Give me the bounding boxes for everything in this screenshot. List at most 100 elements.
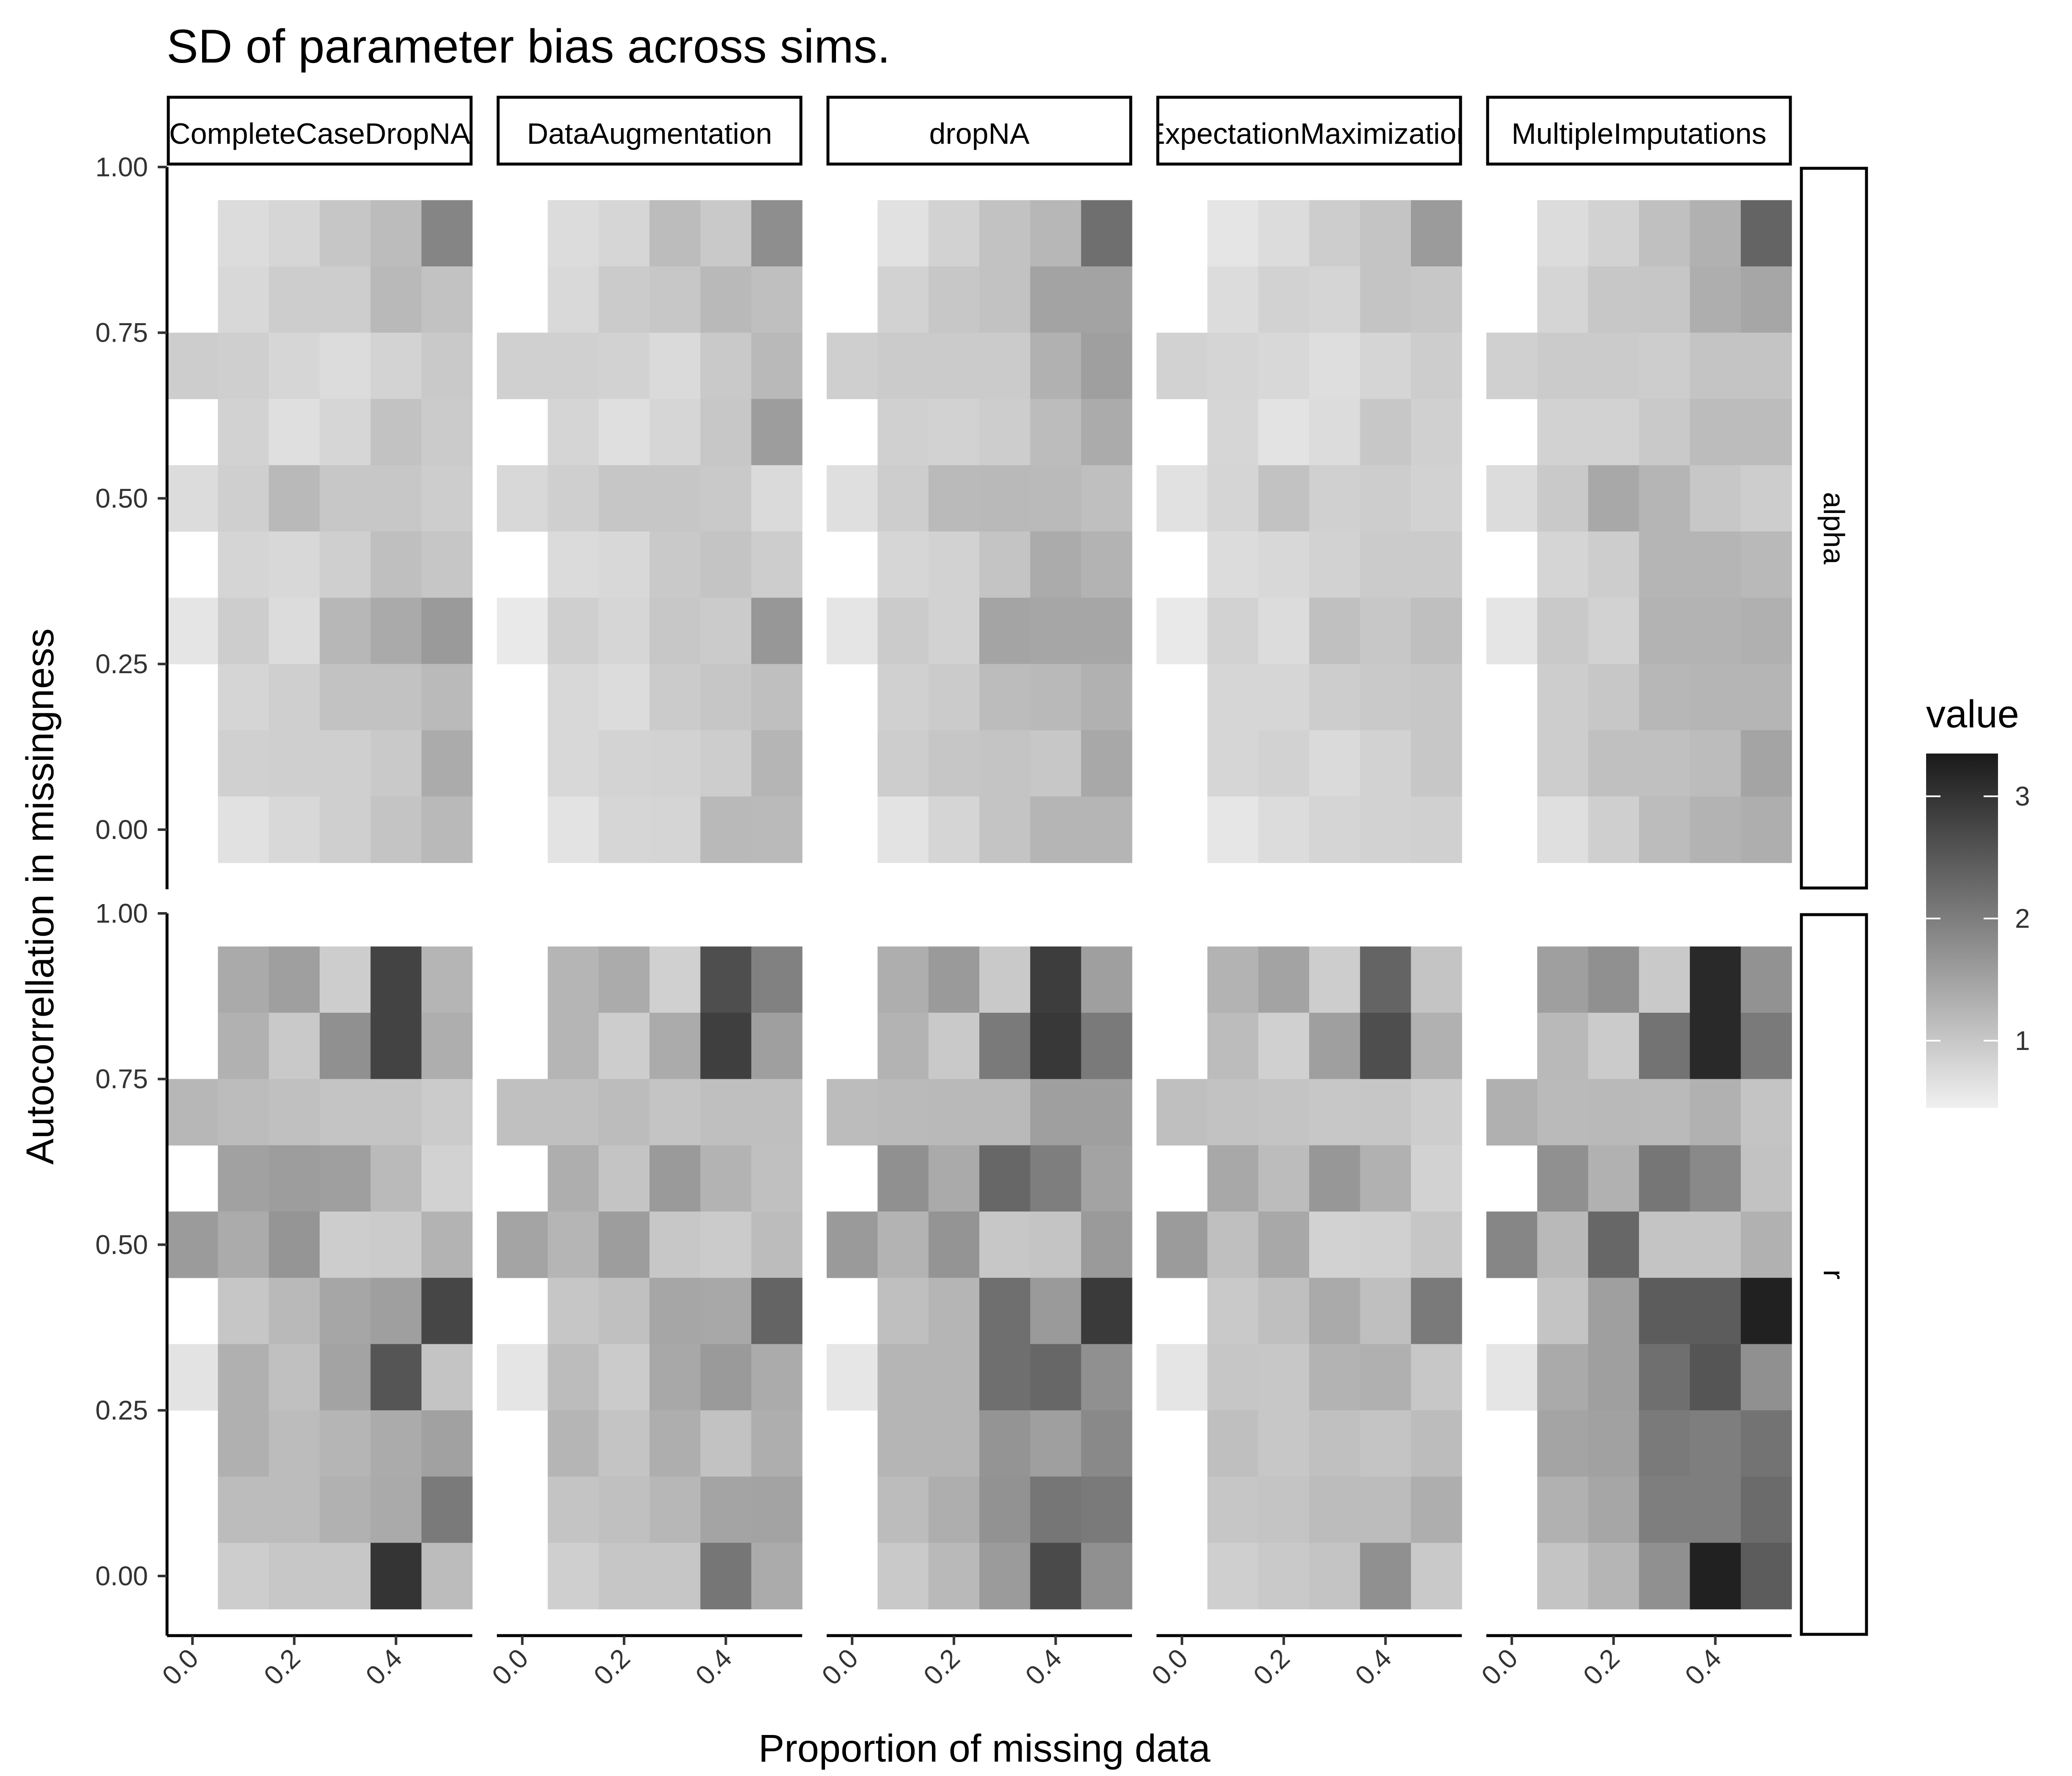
heatmap-tile [1486,1344,1538,1411]
heatmap-tile [751,531,803,598]
heatmap-tile [1081,946,1132,1013]
heatmap-tile [928,1410,980,1477]
heatmap-tile [928,946,980,1013]
heatmap-tile [548,730,599,797]
chart-title: SD of parameter bias across sims. [167,20,891,73]
strip-box [496,96,803,166]
heatmap-tile [979,1476,1031,1543]
heatmap-tile [1411,1476,1462,1543]
heatmap-tile [928,1476,980,1543]
heatmap-tile [497,332,548,399]
heatmap-tile [370,200,422,267]
heatmap-tile [1207,796,1259,863]
x-tick-label: 0.2 [258,1643,306,1691]
heatmap-tile [1258,730,1310,797]
y-tick-label: 0.75 [95,318,148,348]
heatmap-tile [497,597,548,664]
heatmap-tile [1157,597,1208,664]
heatmap-tile [370,1543,422,1609]
heatmap-tile [928,1543,980,1609]
heatmap-tile [877,1476,929,1543]
heatmap-tile [167,1079,218,1146]
heatmap-tile [1081,531,1132,598]
heatmap-tile [1360,200,1411,267]
heatmap-tile [877,597,929,664]
x-tick-label: 0.4 [1679,1643,1727,1691]
heatmap-tile [548,796,599,863]
heatmap-tile [1207,664,1259,731]
heatmap-tile [320,1344,371,1411]
x-tick-label: 0.2 [1247,1643,1296,1691]
x-tick-label: 0.0 [486,1643,534,1691]
heatmap-tile [218,332,269,399]
heatmap-tile [700,531,752,598]
heatmap-tile [1588,399,1639,466]
heatmap-tile [320,465,371,532]
heatmap-tile [1639,597,1690,664]
heatmap-tile [650,266,701,333]
strip-4: MultipleImputations [1486,96,1792,166]
heatmap-tile [1740,597,1792,664]
heatmap-tile [1030,796,1082,863]
heatmap-tile [1207,1410,1259,1477]
y-tick-label: 0.75 [95,1064,148,1094]
heatmap-tile [1030,1344,1082,1411]
heatmap-tile [1207,1476,1259,1543]
heatmap-tile [979,597,1031,664]
panel-r-4 [1486,946,1792,1609]
heatmap-tile [1258,796,1310,863]
heatmap-tile [928,1344,980,1411]
heatmap-tile [1740,1476,1792,1543]
heatmap-tile [1258,1277,1310,1345]
heatmap-tile [751,1410,803,1477]
heatmap-tile [928,332,980,399]
heatmap-tile [1537,266,1589,333]
heatmap-tile [1309,399,1360,466]
heatmap-tile [269,597,320,664]
heatmap-tile [1588,1410,1639,1477]
heatmap-tile [421,1543,473,1609]
strip-2: dropNA [826,96,1132,166]
heatmap-tile [1740,1013,1792,1080]
heatmap-tile [1639,1543,1690,1609]
heatmap-tile [1309,1410,1360,1477]
heatmap-tile [218,1145,269,1212]
heatmap-tile [700,200,752,267]
y-tick-label: 0.00 [95,1561,148,1591]
heatmap-tile [167,465,218,532]
heatmap-tile [1207,597,1259,664]
heatmap-tile [598,399,650,466]
heatmap-tile [548,1145,599,1212]
heatmap-tile [548,266,599,333]
heatmap-tile [1588,465,1639,532]
heatmap-tile [1030,1410,1082,1477]
heatmap-tile [1411,730,1462,797]
heatmap-tile [1740,796,1792,863]
heatmap-tile [497,1211,548,1278]
heatmap-tile [1411,1277,1462,1345]
heatmap-tile [1258,1079,1310,1146]
heatmap-tile [1537,399,1589,466]
heatmap-tile [1360,1543,1411,1609]
heatmap-tile [700,1476,752,1543]
heatmap-tile [497,465,548,532]
heatmap-tile [1030,399,1082,466]
heatmap-tile [421,1344,473,1411]
heatmap-tile [1030,465,1082,532]
legend-tick-label: 3 [2015,781,2030,811]
heatmap-tile [1588,946,1639,1013]
heatmap-tile [979,796,1031,863]
heatmap-tile [1690,531,1741,598]
heatmap-tile [751,1344,803,1411]
heatmap-tile [1690,1211,1741,1278]
heatmap-tile [979,465,1031,532]
heatmap-tile [1309,730,1360,797]
strip-box [167,96,473,166]
heatmap-tile [1360,664,1411,731]
heatmap-tile [218,1013,269,1080]
row-strip-1: r [1800,913,1868,1636]
heatmap-tile [1486,1079,1538,1146]
heatmap-tile [598,664,650,731]
heatmap-tile [1081,664,1132,731]
heatmap-tile [877,1344,929,1411]
